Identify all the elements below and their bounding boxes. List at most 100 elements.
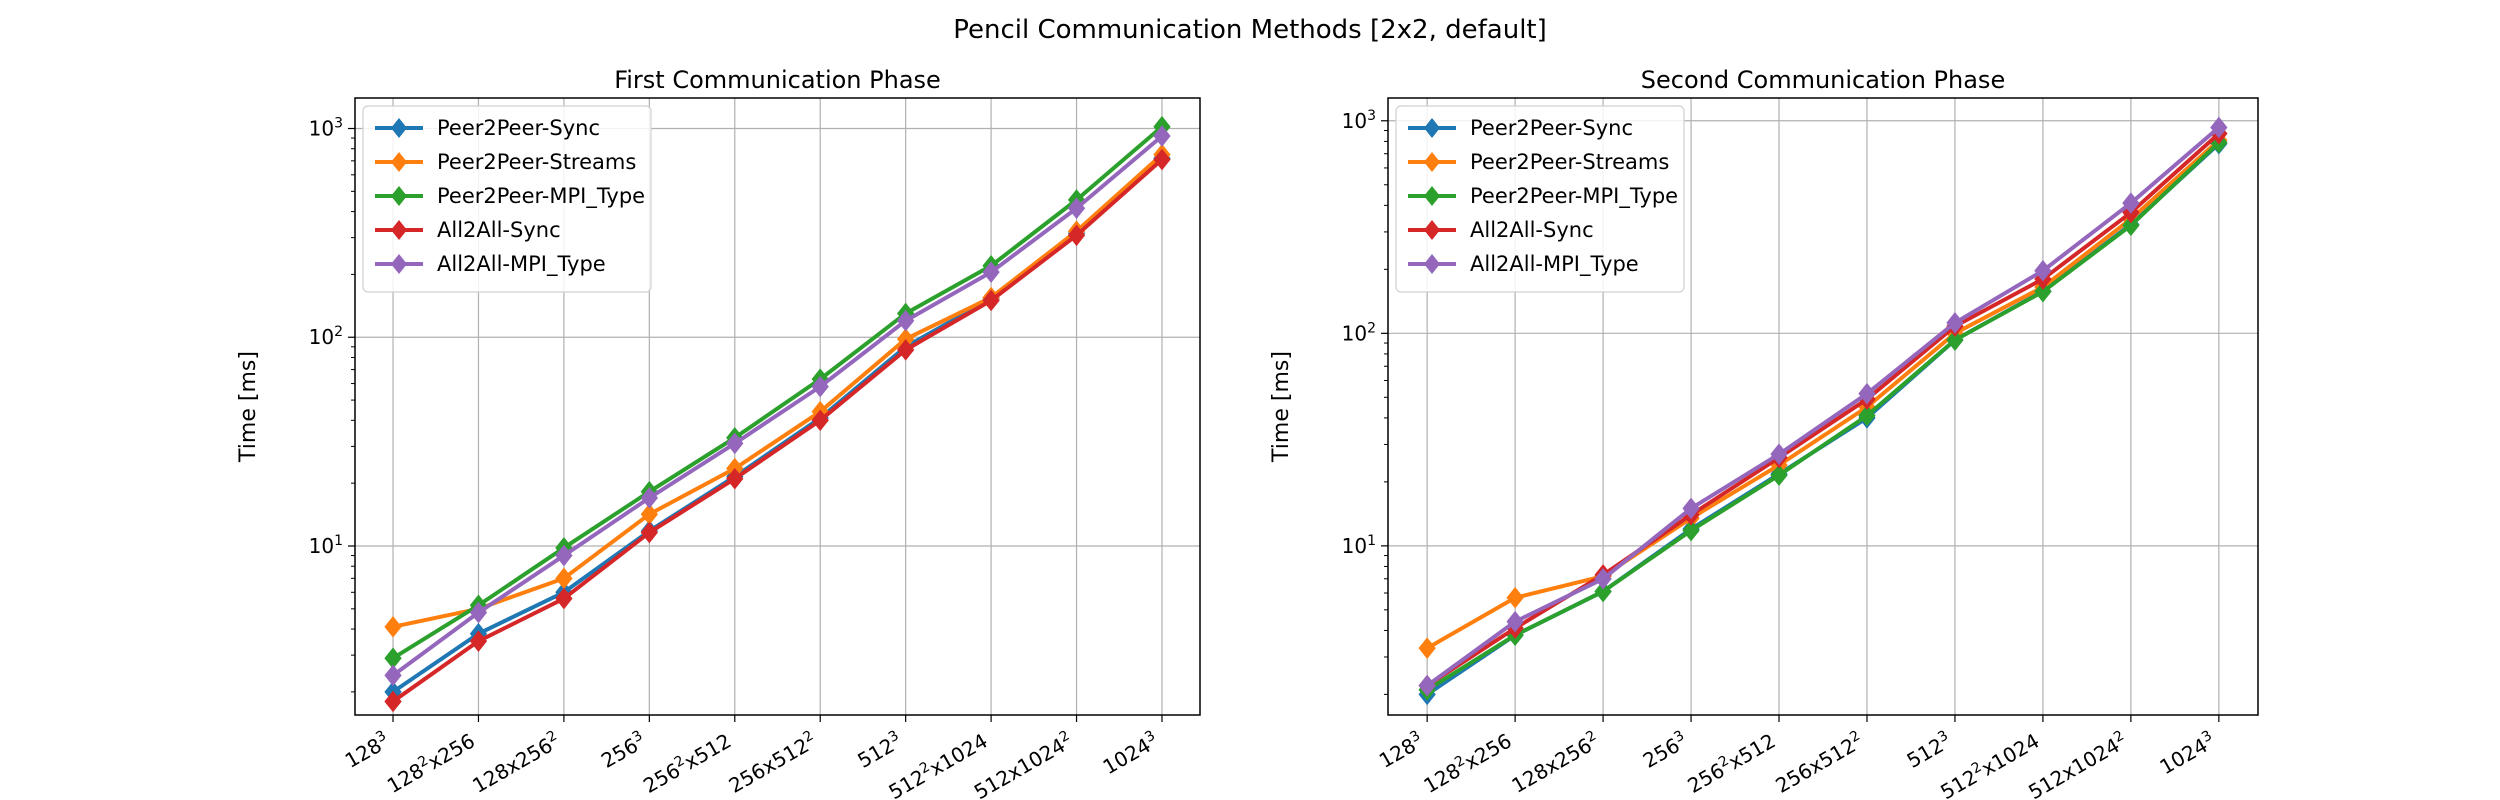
legend-item: All2All-MPI_Type — [1408, 252, 1639, 277]
data-point — [1506, 586, 1524, 609]
legend-label: Peer2Peer-MPI_Type — [437, 184, 645, 209]
legend-marker — [391, 118, 407, 138]
data-point — [1682, 519, 1700, 542]
legend-label: All2All-MPI_Type — [1470, 252, 1639, 277]
data-point — [1506, 610, 1524, 633]
legend-label: Peer2Peer-Sync — [1470, 116, 1633, 140]
legend-marker — [1424, 220, 1440, 240]
legend-label: All2All-Sync — [1470, 218, 1594, 242]
series-line — [391, 125, 1164, 660]
data-point — [1594, 580, 1612, 603]
y-axis-label: Time [ms] — [236, 351, 261, 463]
data-point — [1067, 197, 1086, 220]
y-tick-label: 103 — [309, 116, 343, 141]
data-point — [1770, 443, 1788, 465]
series-line — [1426, 141, 2221, 692]
legend-marker — [391, 152, 407, 172]
chart-title: First Communication Phase — [614, 66, 941, 94]
data-point — [1770, 464, 1788, 486]
data-point — [897, 309, 915, 332]
legend-item: All2All-MPI_Type — [375, 252, 606, 277]
data-point — [469, 630, 488, 652]
series-line — [391, 158, 1164, 704]
data-point — [1946, 312, 1964, 334]
data-point — [897, 339, 915, 361]
x-tick-label: 1282x256 — [382, 728, 479, 798]
x-tick-label: 128x2562 — [468, 728, 565, 798]
legend: Peer2Peer-Sync Peer2Peer-Streams Peer2Peer… — [1395, 105, 1685, 293]
axes-frame — [1387, 97, 2259, 716]
legend-box — [362, 105, 652, 293]
data-point — [2210, 116, 2228, 139]
data-point — [726, 467, 744, 490]
x-tick-label: 1282x256 — [1419, 728, 1516, 798]
data-point — [811, 409, 829, 432]
x-tick-label: 256x5122 — [1771, 728, 1868, 798]
data-point — [982, 289, 1000, 312]
y-tick-label: 103 — [1342, 108, 1376, 133]
y-axis-label: Time [ms] — [1269, 351, 1294, 463]
data-point — [811, 375, 829, 398]
data-point — [1418, 637, 1436, 659]
data-point — [384, 616, 402, 638]
data-point — [1858, 382, 1876, 405]
legend-label: Peer2Peer-Streams — [1470, 150, 1669, 174]
data-point — [640, 521, 658, 544]
legend-marker — [391, 254, 407, 274]
x-tick-label: 10243 — [1098, 728, 1162, 780]
y-tick-label: 101 — [1342, 533, 1376, 558]
axes-frame — [354, 97, 1201, 716]
data-point — [384, 664, 402, 687]
data-point — [1418, 674, 1436, 697]
legend: Peer2Peer-Sync Peer2Peer-Streams Peer2Peer… — [362, 105, 652, 293]
data-point — [384, 690, 402, 713]
data-point — [640, 487, 658, 509]
data-point — [2122, 192, 2140, 214]
data-point — [555, 587, 573, 610]
legend-item: Peer2Peer-Streams — [375, 150, 636, 174]
series-all2all-sync — [384, 148, 1171, 713]
legend-label: Peer2Peer-Sync — [437, 116, 600, 140]
legend-marker — [1424, 118, 1440, 138]
legend-marker — [391, 186, 407, 206]
x-tick-label: 512x10242 — [969, 728, 1077, 800]
legend-label: All2All-MPI_Type — [437, 252, 606, 277]
legend-label: All2All-Sync — [437, 218, 561, 242]
x-tick-label: 1283 — [1374, 728, 1427, 773]
series-line — [392, 153, 1164, 629]
series-all2all-mpi-type — [1418, 116, 2228, 697]
legend-item: Peer2Peer-Sync — [375, 116, 600, 140]
x-tick-label: 5123 — [1902, 728, 1955, 773]
legend-item: Peer2Peer-Sync — [1408, 116, 1633, 140]
legend-marker — [1424, 186, 1440, 206]
data-point — [469, 601, 488, 624]
x-tick-label: 2563 — [597, 728, 650, 773]
data-point — [2034, 259, 2052, 282]
data-point — [555, 544, 573, 567]
x-tick-label: 2562x512 — [1683, 728, 1780, 798]
y-tick-label: 102 — [309, 324, 343, 349]
x-tick-label: 128x2562 — [1507, 728, 1604, 798]
y-tick-label: 101 — [309, 533, 343, 558]
data-point — [1858, 404, 1876, 427]
legend-label: Peer2Peer-Streams — [437, 150, 636, 174]
legend-item: Peer2Peer-MPI_Type — [1408, 184, 1678, 209]
chart-title: Second Communication Phase — [1641, 66, 2005, 94]
data-point — [982, 261, 1000, 283]
figure-title: Pencil Communication Methods [2x2, defau… — [953, 15, 1547, 45]
data-point — [1067, 224, 1086, 247]
x-tick-label: 2562x512 — [639, 728, 736, 798]
series-line — [391, 134, 1164, 677]
x-tick-label: 2563 — [1638, 728, 1691, 773]
series-all2all-mpi-type — [384, 125, 1171, 687]
legend-item: Peer2Peer-Streams — [1408, 150, 1669, 174]
legend-marker — [1424, 152, 1440, 172]
legend-item: Peer2Peer-MPI_Type — [375, 184, 645, 209]
series-line — [1425, 125, 2221, 688]
x-tick-label: 256x5122 — [724, 728, 821, 798]
y-tick-label: 102 — [1342, 320, 1376, 345]
data-point — [1153, 148, 1171, 171]
